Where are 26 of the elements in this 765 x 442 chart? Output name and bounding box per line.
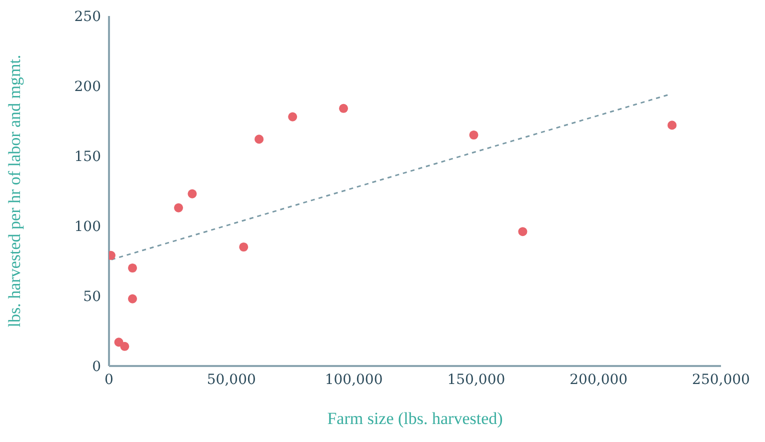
y-tick-label: 200	[74, 78, 101, 95]
x-tick-label: 0	[104, 372, 114, 388]
x-tick-label: 150,000	[447, 372, 506, 388]
y-tick-label: 100	[74, 218, 101, 235]
point	[339, 104, 348, 113]
point	[254, 134, 264, 144]
y-tick-label: 50	[83, 288, 101, 305]
point	[239, 242, 248, 252]
point	[128, 263, 138, 273]
x-tick-label: 100,000	[324, 372, 383, 388]
point	[518, 227, 528, 236]
x-tick-label: 200,000	[570, 372, 628, 388]
y-tick-label: 150	[74, 148, 101, 165]
y-tick-label: 0	[92, 358, 101, 375]
point	[120, 342, 130, 351]
point	[128, 294, 138, 304]
point	[174, 203, 184, 212]
y-tick-label: 250	[74, 8, 101, 25]
x-axis-title: Farm size (lbs. harvested)	[327, 409, 503, 428]
point	[188, 189, 197, 198]
y-axis-title: lbs. harvested per hr of labor and mgmt.	[5, 54, 24, 328]
x-tick-label: 50,000	[206, 372, 256, 388]
point	[668, 120, 677, 130]
point	[469, 130, 478, 140]
point	[288, 112, 298, 122]
x-tick-label: 250,000	[692, 372, 750, 388]
